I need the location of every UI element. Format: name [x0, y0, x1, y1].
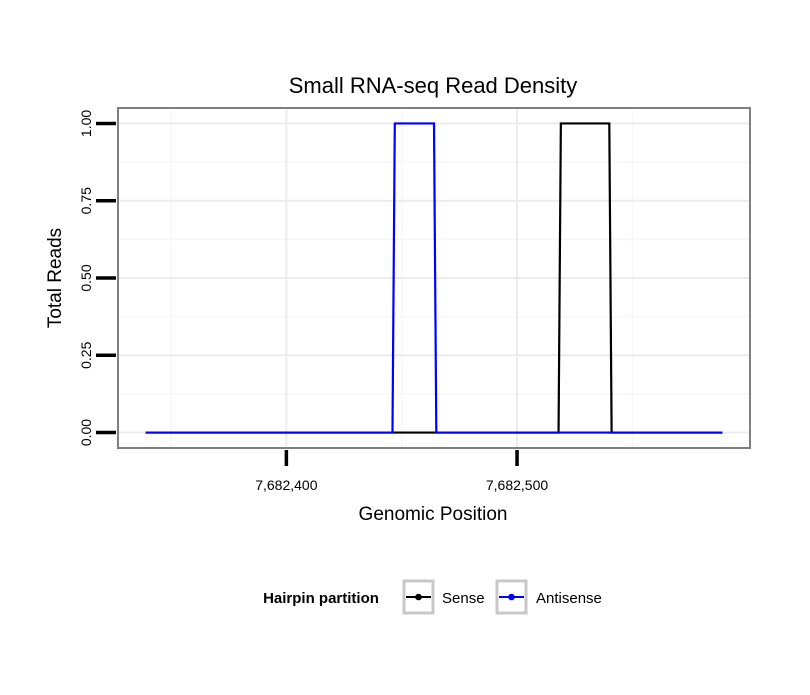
legend-label-antisense: Antisense: [536, 590, 602, 607]
y-tick-label: 0.25: [78, 341, 94, 368]
x-axis-label: Genomic Position: [359, 504, 508, 525]
x-tick-label: 7,682,400: [255, 477, 317, 493]
y-tick-label: 1.00: [78, 110, 94, 137]
legend-marker-antisense: [508, 593, 515, 601]
legend: Hairpin partition Sense Antisense: [263, 579, 602, 615]
legend-label-sense: Sense: [442, 590, 485, 607]
chart-title: Small RNA-seq Read Density: [289, 73, 578, 98]
legend-item-antisense: Antisense: [495, 579, 602, 615]
y-tick-label: 0.00: [78, 419, 94, 446]
series-lines: [145, 122, 723, 434]
x-axis: 7,682,400 7,682,500: [255, 450, 548, 493]
series-line-antisense: [145, 122, 723, 434]
y-tick-label: 0.50: [78, 264, 94, 291]
legend-marker-sense: [415, 593, 422, 601]
legend-title: Hairpin partition: [263, 590, 379, 607]
plot-border: [117, 107, 751, 449]
y-tick-label: 0.75: [78, 187, 94, 214]
legend-item-sense: Sense: [402, 579, 485, 615]
y-axis: 0.00 0.25 0.50 0.75 1.00: [78, 110, 116, 446]
x-tick-label: 7,682,500: [486, 477, 548, 493]
y-axis-label: Total Reads: [45, 228, 66, 328]
